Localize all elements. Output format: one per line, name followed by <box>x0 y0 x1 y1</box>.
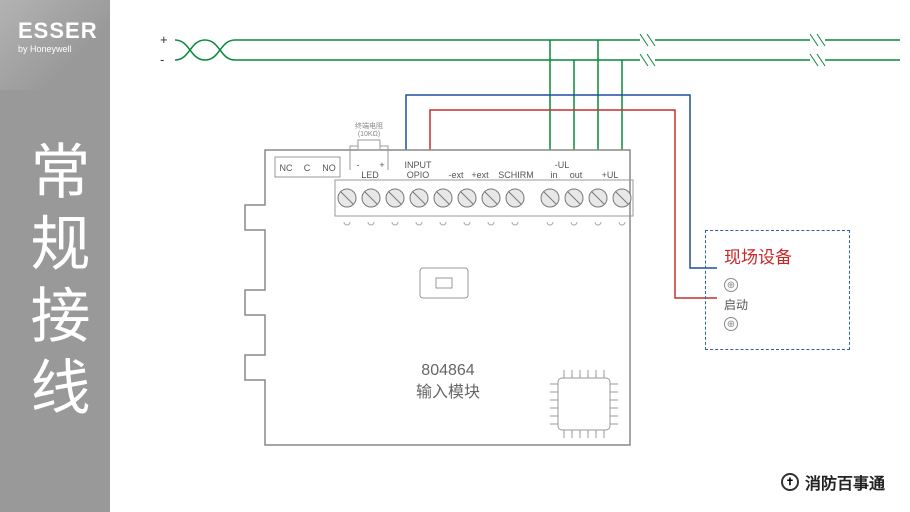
bus-lines <box>175 34 900 66</box>
field-device-row-1: ⊕ <box>724 278 831 292</box>
relay-nc-label: NC <box>280 163 293 173</box>
footer-brand-text: 消防百事通 <box>805 470 885 494</box>
field-device-box: 现场设备 ⊕ 启动 ⊕ <box>705 230 850 350</box>
svg-text:+ext: +ext <box>471 170 489 180</box>
svg-text:OPIO: OPIO <box>407 170 430 180</box>
footer-brand: ✝ 消防百事通 <box>781 470 885 494</box>
svg-text:INPUT: INPUT <box>405 160 433 170</box>
field-device-row-3: ⊕ <box>724 317 831 331</box>
footer-brand-icon: ✝ <box>781 473 799 491</box>
svg-text:终端电阻: 终端电阻 <box>355 121 383 130</box>
svg-text:out: out <box>570 170 583 180</box>
relay-no-label: NO <box>322 163 336 173</box>
field-device-title: 现场设备 <box>724 243 831 268</box>
svg-text:(10KΩ): (10KΩ) <box>358 131 380 138</box>
diagram-canvas: + - <box>110 0 910 512</box>
svg-text:SCHIRM: SCHIRM <box>498 170 534 180</box>
svg-text:-ext: -ext <box>448 170 464 180</box>
svg-text:-: - <box>357 160 360 170</box>
page-title-vertical: 常规接线 <box>25 140 85 428</box>
svg-text:in: in <box>550 170 557 180</box>
plus-terminal-icon: ⊕ <box>724 278 738 292</box>
svg-text:LED: LED <box>361 170 379 180</box>
relay-c-label: C <box>304 163 311 173</box>
module-model: 804864 <box>421 362 474 379</box>
module-name: 输入模块 <box>416 383 480 401</box>
svg-text:-UL: -UL <box>555 160 570 170</box>
svg-text:+: + <box>379 160 384 170</box>
brand-byline: by Honeywell <box>18 44 72 54</box>
plus-terminal-icon-2: ⊕ <box>724 317 738 331</box>
svg-text:+UL: +UL <box>602 170 619 180</box>
sidebar: ESSER by Honeywell 常规接线 <box>0 0 110 512</box>
brand-logo: ESSER <box>18 18 98 44</box>
field-device-row-2: 启动 <box>724 296 831 313</box>
